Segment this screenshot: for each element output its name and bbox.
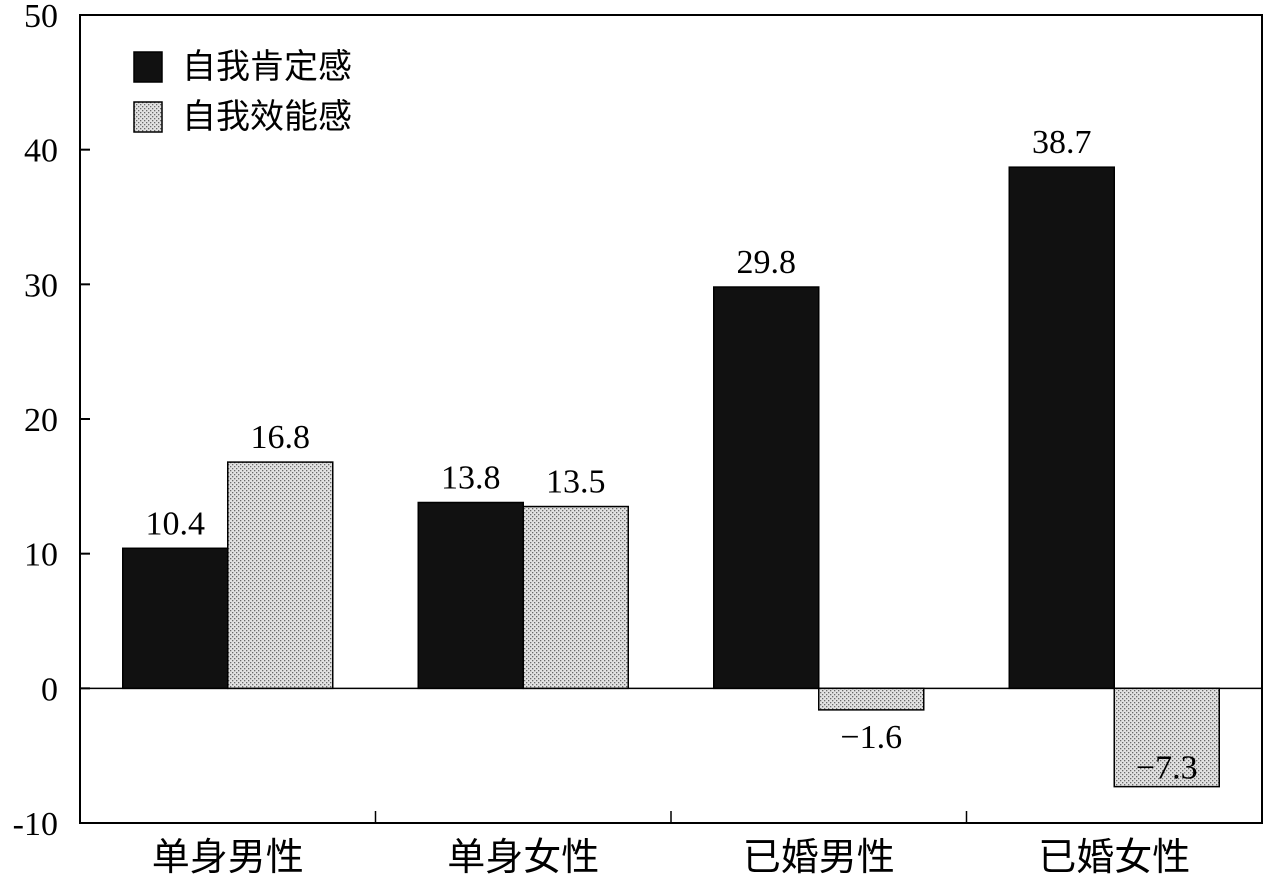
bar-self-efficacy xyxy=(522,505,629,690)
bar-self-efficacy xyxy=(1113,687,1220,788)
bar-self-efficacy xyxy=(227,461,334,690)
y-tick-label: 50 xyxy=(24,0,58,35)
bar-self-affirmation xyxy=(1008,166,1115,690)
y-tick-label: 40 xyxy=(24,133,58,170)
legend-label-self-efficacy: 自我效能感 xyxy=(182,98,352,136)
legend-swatch-self-efficacy xyxy=(133,101,163,133)
data-label: 10.4 xyxy=(146,505,206,542)
data-label: 38.7 xyxy=(1032,124,1092,161)
y-tick-label: -10 xyxy=(13,806,58,843)
data-label: 16.8 xyxy=(251,419,311,456)
data-label: −1.6 xyxy=(840,719,902,756)
bar-self-affirmation xyxy=(122,547,229,690)
y-tick-label: 0 xyxy=(41,671,58,708)
data-label: −7.3 xyxy=(1136,750,1198,787)
y-tick-label: 20 xyxy=(24,402,58,439)
y-tick-label: 30 xyxy=(24,267,58,304)
x-category-label: 单身女性 xyxy=(447,837,599,879)
data-label: 13.5 xyxy=(546,464,606,501)
x-category-label: 已婚男性 xyxy=(743,837,895,879)
x-category-label: 单身男性 xyxy=(152,837,304,879)
data-label: 29.8 xyxy=(737,244,797,281)
bar-self-efficacy xyxy=(818,687,925,711)
bar-self-affirmation xyxy=(417,501,524,690)
legend-swatch-self-affirmation xyxy=(133,51,163,83)
bar-self-affirmation xyxy=(713,286,820,690)
legend: 自我肯定感 自我效能感 xyxy=(133,48,352,136)
x-category-label: 已婚女性 xyxy=(1038,837,1190,879)
legend-label-self-affirmation: 自我肯定感 xyxy=(182,48,352,86)
y-tick-label: 10 xyxy=(24,537,58,574)
data-label: 13.8 xyxy=(441,459,501,496)
